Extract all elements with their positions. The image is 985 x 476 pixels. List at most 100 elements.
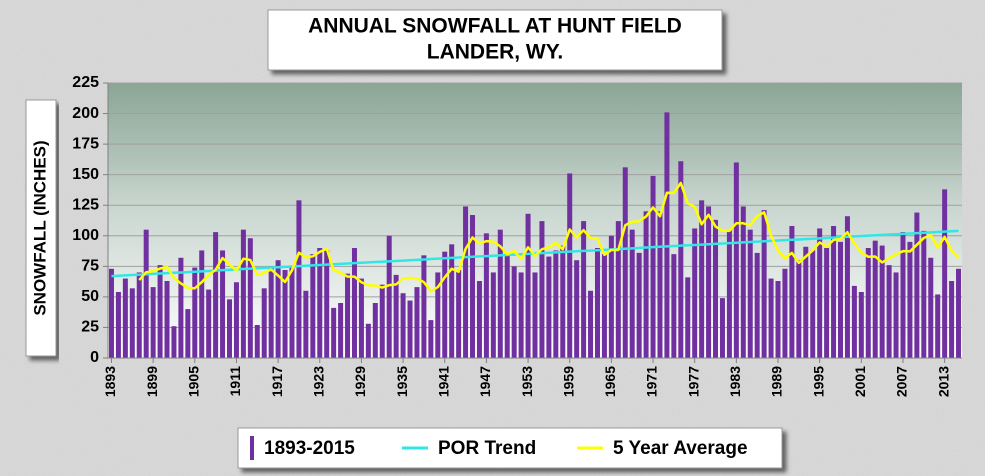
bar [719, 298, 725, 358]
bar [629, 229, 635, 358]
line [111, 229, 959, 278]
bar [837, 241, 843, 358]
bar [351, 248, 357, 358]
x-tick-label: 1977 [685, 366, 701, 397]
legend-box [237, 427, 783, 469]
bar [532, 272, 538, 358]
legend: 1893-2015 POR Trend 5 Year Average [250, 436, 748, 460]
bar [567, 173, 573, 358]
legend-swatch [250, 436, 254, 460]
bar [220, 250, 226, 358]
bar [713, 219, 719, 358]
bar [442, 251, 448, 358]
bar [525, 213, 531, 358]
bar [824, 248, 830, 358]
x-tick-label: 1947 [477, 366, 493, 397]
bar [588, 290, 594, 358]
x-tick-label: 1971 [644, 366, 660, 397]
y-tick-label: 50 [81, 288, 99, 305]
bar [393, 274, 399, 358]
x-tick-label: 1899 [144, 366, 160, 397]
bar [699, 200, 705, 358]
bar [546, 256, 552, 358]
y-tick-label: 125 [72, 196, 99, 213]
bar [914, 212, 920, 358]
bar [171, 326, 177, 358]
bar [421, 255, 427, 358]
bar [518, 272, 524, 358]
bar [470, 215, 476, 358]
bar [942, 189, 948, 358]
bar [129, 288, 135, 358]
x-tick-label: 1935 [394, 366, 410, 397]
bar [463, 206, 469, 358]
bar [935, 294, 941, 358]
line [138, 181, 960, 293]
y-tick-label: 75 [81, 258, 99, 275]
bar [775, 281, 781, 358]
bar [664, 112, 670, 358]
bar [865, 248, 871, 358]
bar [456, 270, 462, 358]
bar [178, 257, 184, 358]
bar [706, 206, 712, 358]
x-tick-label: 1959 [560, 366, 576, 397]
bar [164, 281, 170, 358]
bar [317, 248, 323, 358]
bar [907, 241, 913, 358]
bar [789, 226, 795, 358]
bar [213, 232, 219, 358]
y-tick-label: 0 [90, 349, 99, 366]
bar [768, 278, 774, 358]
bar [497, 229, 503, 358]
bar [581, 221, 587, 358]
bar [900, 232, 906, 358]
bar [345, 273, 351, 358]
bar [435, 272, 441, 358]
bar [324, 250, 330, 358]
bar [539, 221, 545, 358]
bar [560, 245, 566, 358]
bar [268, 266, 274, 358]
bar [893, 272, 899, 358]
y-tick-label: 25 [81, 319, 99, 336]
y-tick-label: 175 [72, 135, 99, 152]
bar [379, 284, 385, 358]
x-tick-label: 2007 [894, 366, 910, 397]
bar [206, 289, 212, 358]
x-tick-label: 1965 [602, 366, 618, 397]
bar [615, 221, 621, 358]
bar [490, 272, 496, 358]
bar [636, 252, 642, 358]
bar [428, 320, 434, 358]
x-tick-label: 1917 [269, 366, 285, 397]
bar [136, 272, 142, 358]
bar [331, 307, 337, 358]
bar [678, 161, 684, 358]
bar [817, 228, 823, 358]
bar [449, 244, 455, 358]
chart-subtitle: LANDER, WY. [427, 41, 564, 64]
bar [414, 287, 420, 358]
y-tick-label: 225 [72, 74, 99, 91]
bar [310, 254, 316, 358]
x-tick-label: 2013 [935, 366, 951, 397]
bar [150, 287, 156, 358]
chart-title: ANNUAL SNOWFALL AT HUNT FIELD [308, 15, 682, 38]
legend-label: 5 Year Average [613, 438, 748, 459]
bar [338, 303, 344, 358]
bar [796, 260, 802, 358]
marks [108, 112, 962, 358]
bar [365, 323, 371, 358]
bar [622, 167, 628, 358]
bar [275, 260, 281, 358]
bar [400, 293, 406, 358]
x-tick-label: 1923 [310, 366, 326, 397]
bar [247, 238, 253, 358]
x-tick-label: 1941 [435, 366, 451, 397]
bar [872, 240, 878, 358]
bar [740, 206, 746, 358]
y-tick-label: 100 [72, 227, 99, 244]
bar [733, 162, 739, 358]
bar [928, 257, 934, 358]
